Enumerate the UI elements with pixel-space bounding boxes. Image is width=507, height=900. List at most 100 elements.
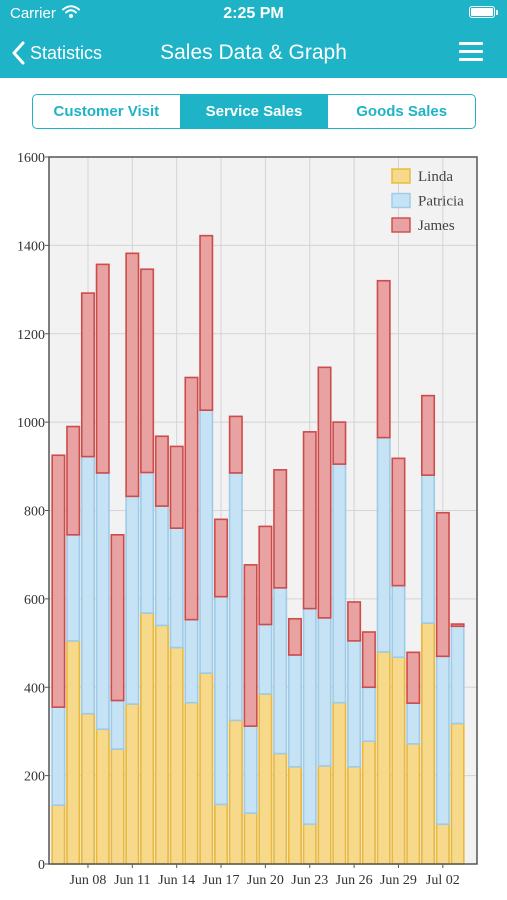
y-tick-label: 1400 [17,239,45,254]
back-button[interactable]: Statistics [12,38,102,68]
bar-linda [406,743,421,865]
y-tick-label: 400 [24,681,45,696]
bar-james [125,252,140,498]
bar-patricia [95,472,110,731]
sales-chart: 0 200 400 600 800 1000 1200 1400 1600 Jun 08 Jun 1… [17,151,478,888]
bar-patricia [406,702,421,745]
y-tick-label: 800 [24,505,45,520]
y-tick-label: 0 [38,858,45,873]
x-tick-label: Jun 14 [158,873,195,888]
bar-linda [302,823,317,865]
bar-patricia [110,699,125,750]
y-tick-label: 200 [24,770,45,785]
y-tick-label: 1000 [17,416,45,431]
x-tick-label: Jun 11 [114,873,150,888]
bar-james [406,651,421,704]
bar-linda [154,624,169,865]
menu-button[interactable] [459,42,483,62]
bar-james [361,631,376,689]
bar-linda [391,656,406,865]
bar-james [228,415,243,474]
bar-james [273,469,288,589]
back-label: Statistics [30,42,103,63]
bar-patricia [243,725,258,814]
bar-linda [140,612,155,865]
bar-linda [332,701,347,865]
bar-james [214,518,229,598]
chevron-left-icon [12,41,25,65]
bar-linda [214,803,229,865]
bar-linda [450,722,465,865]
x-tick-label: Jun 26 [336,873,373,888]
bar-patricia [258,623,273,695]
bar-james [302,431,317,610]
bar-linda [169,646,184,865]
x-tick-label: Jun 17 [203,873,240,888]
bar-james [391,457,406,587]
bar-patricia [361,686,376,742]
bar-james [258,525,273,626]
carrier-label: Carrier [10,5,56,22]
bar-linda [125,703,140,865]
legend-swatch-linda [391,168,411,184]
bar-james [199,234,214,411]
bar-james [154,435,169,507]
tab-goods-sales[interactable]: Goods Sales [327,95,475,128]
y-tick-label: 1600 [17,151,45,166]
bar-james [435,511,450,658]
bar-linda [95,728,110,865]
bar-james [347,601,362,642]
bar-linda [287,765,302,865]
bar-linda [361,740,376,865]
legend-label-patricia: Patricia [418,194,464,210]
bar-james [421,394,436,476]
bar-patricia [391,584,406,659]
bar-james [140,268,155,474]
bar-linda [317,765,332,865]
legend-swatch-patricia [391,192,411,209]
bar-patricia [302,607,317,826]
bar-james [66,425,81,536]
y-tick-label: 600 [24,593,45,608]
bar-patricia [287,654,302,768]
bar-james [51,454,66,708]
bar-james [287,617,302,656]
bar-patricia [228,472,243,722]
bar-james [317,366,332,619]
bar-linda [243,812,258,865]
bar-linda [80,712,95,865]
bar-linda [51,804,66,865]
tab-service-sales[interactable]: Service Sales [179,95,328,128]
bar-linda [435,823,450,865]
bar-linda [258,693,273,865]
x-tick-label: Jun 20 [247,873,284,888]
legend-label-james: James [418,218,455,234]
bar-linda [184,701,199,865]
bar-patricia [154,505,169,627]
bar-patricia [421,474,436,624]
segmented-control: Customer Visit Service Sales Goods Sales [32,94,476,129]
bar-patricia [317,617,332,767]
x-tick-label: Jul 02 [426,873,460,888]
tab-customer-visit[interactable]: Customer Visit [53,103,160,120]
bar-linda [273,752,288,865]
bar-patricia [66,534,81,642]
x-tick-label: Jun 23 [291,873,328,888]
wifi-icon [62,5,80,18]
bar-james [243,564,258,727]
bar-patricia [169,527,184,649]
x-tick-label: Jun 29 [380,873,417,888]
bar-james [450,623,465,628]
bar-patricia [51,706,66,807]
bar-james [169,445,184,529]
x-tick-label: Jun 08 [69,873,106,888]
bar-linda [421,622,436,865]
bar-linda [110,748,125,865]
bar-patricia [332,463,347,704]
bar-patricia [376,436,391,653]
bar-james [332,421,347,465]
bar-linda [347,765,362,865]
bar-james [80,292,95,458]
app-header: Carrier 2:25 PM Statistics Sales Data & … [0,0,507,78]
bar-patricia [450,625,465,725]
